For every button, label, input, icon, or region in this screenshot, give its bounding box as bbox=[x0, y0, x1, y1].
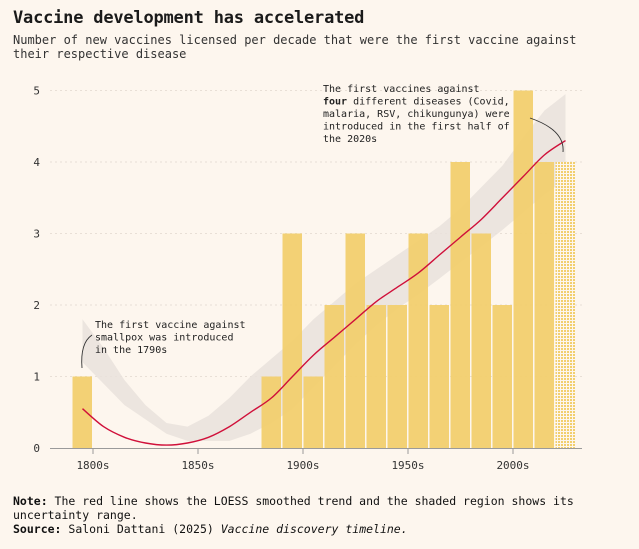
x-tick-label: 1900s bbox=[286, 459, 319, 472]
annotation-line: The first vaccines against bbox=[323, 84, 480, 95]
bar bbox=[408, 233, 428, 448]
annotations: The first vaccine against smallpox was in… bbox=[81, 84, 564, 369]
bar bbox=[492, 305, 512, 448]
annotation-leader-2020s bbox=[529, 117, 564, 153]
x-tick-label: 1850s bbox=[181, 459, 214, 472]
annotation-line: in the 1790s bbox=[95, 345, 167, 356]
bar bbox=[282, 233, 302, 448]
bar bbox=[513, 90, 533, 448]
source-text: Saloni Dattani (2025) bbox=[61, 522, 221, 536]
bar-partial-decade bbox=[555, 162, 575, 448]
annotation-line: The first vaccine against bbox=[95, 320, 246, 331]
axes: 0 1 2 3 4 5 1800s 1850s 1900s 1950s 2000s bbox=[33, 85, 582, 472]
note-label: Note: bbox=[13, 494, 48, 508]
bars-group bbox=[72, 90, 575, 448]
bar bbox=[324, 305, 344, 448]
footer: Note: The red line shows the LOESS smoot… bbox=[13, 494, 628, 536]
y-tick-label: 4 bbox=[33, 156, 40, 169]
bar bbox=[345, 233, 365, 448]
annotation-line: four different diseases (Covid, bbox=[323, 97, 510, 108]
trend-line-path bbox=[82, 140, 566, 446]
annotation-line: the 2020s bbox=[323, 134, 377, 145]
bar bbox=[366, 305, 386, 448]
y-tick-label: 3 bbox=[33, 228, 40, 241]
bar bbox=[534, 162, 554, 448]
y-tick-label: 2 bbox=[33, 299, 40, 312]
bar bbox=[429, 305, 449, 448]
note-text: The red line shows the LOESS smoothed tr… bbox=[13, 494, 574, 522]
annotation-smallpox: The first vaccine against smallpox was in… bbox=[95, 320, 246, 356]
y-tick-label: 0 bbox=[33, 442, 40, 455]
bar bbox=[261, 376, 281, 448]
y-tick-label: 1 bbox=[33, 371, 40, 384]
bar bbox=[471, 233, 491, 448]
bar bbox=[303, 376, 323, 448]
annotation-leader-smallpox bbox=[81, 334, 93, 369]
source-title: Vaccine discovery timeline. bbox=[220, 522, 408, 536]
uncertainty-band-area bbox=[82, 94, 566, 441]
bar bbox=[72, 376, 92, 448]
chart-subtitle: Number of new vaccines licensed per deca… bbox=[13, 33, 577, 61]
bar bbox=[387, 305, 407, 448]
annotation-2020s: The first vaccines against four different… bbox=[323, 84, 510, 145]
chart-title: Vaccine development has accelerated bbox=[13, 8, 365, 28]
annotation-rest: different diseases (Covid, bbox=[347, 97, 510, 108]
x-tick-label: 1800s bbox=[76, 459, 109, 472]
annotation-bold: four bbox=[323, 97, 347, 108]
y-tick-label: 5 bbox=[33, 85, 40, 98]
annotation-line: malaria, RSV, chikungunya) were bbox=[323, 109, 510, 120]
annotation-line: smallpox was introduced bbox=[95, 333, 233, 344]
uncertainty-band bbox=[82, 94, 566, 441]
trend-line bbox=[82, 140, 566, 446]
footer-source: Source: Saloni Dattani (2025) Vaccine di… bbox=[13, 522, 628, 536]
annotation-line: introduced in the first half of bbox=[323, 122, 510, 133]
x-tick-label: 1950s bbox=[391, 459, 424, 472]
source-label: Source: bbox=[13, 522, 62, 536]
footer-note: Note: The red line shows the LOESS smoot… bbox=[13, 494, 628, 522]
bar bbox=[450, 162, 470, 448]
x-tick-label: 2000s bbox=[496, 459, 529, 472]
